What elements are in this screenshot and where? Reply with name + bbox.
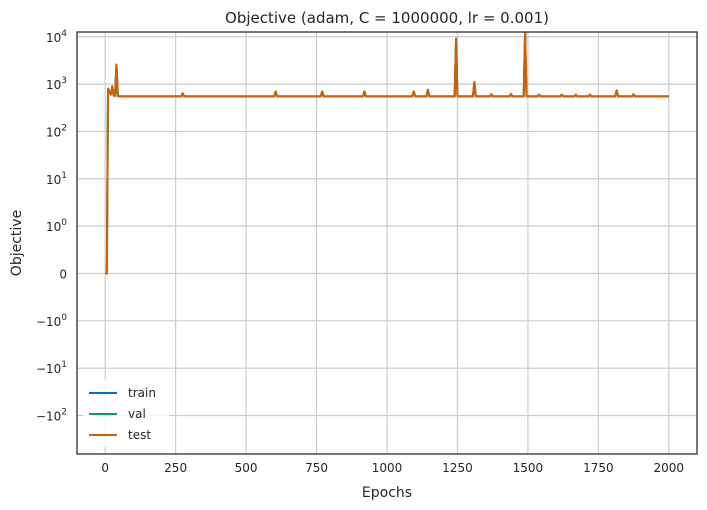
y-tick-exponent: 0: [61, 218, 67, 228]
y-tick-label: 101: [46, 171, 67, 187]
y-tick-label: −101: [36, 360, 67, 376]
y-tick-exponent: 1: [61, 360, 67, 370]
y-tick-base: −10: [36, 410, 61, 424]
grid: [77, 32, 697, 454]
y-tick-exponent: 1: [61, 171, 67, 181]
plot-frame: [76, 31, 698, 455]
y-tick-base: 0: [59, 267, 67, 281]
x-ticks: 0 250 500 750 1000 1250 1500 1750 2000: [101, 461, 684, 475]
y-tick-base: −10: [36, 362, 61, 376]
y-axis-label: Objective: [9, 210, 25, 276]
series-line-test: [105, 32, 669, 275]
y-tick-base: 10: [46, 220, 61, 234]
y-tick-exponent: 0: [61, 313, 67, 323]
x-tick-label: 1750: [583, 461, 614, 475]
legend-label-test: test: [128, 428, 151, 442]
legend-label-val: val: [128, 407, 146, 421]
y-tick-base: 10: [46, 173, 61, 187]
x-tick-label: 250: [164, 461, 187, 475]
legend: train val test: [83, 380, 169, 447]
y-tick-label: −100: [36, 313, 67, 329]
y-tick-label: 0: [59, 267, 67, 281]
y-tick-label: 100: [46, 218, 67, 234]
x-tick-label: 1000: [372, 461, 403, 475]
y-tick-base: 10: [46, 125, 61, 139]
y-tick-base: −10: [36, 315, 61, 329]
x-tick-label: 2000: [654, 461, 685, 475]
x-tick-label: 1250: [442, 461, 473, 475]
y-tick-exponent: 2: [61, 123, 67, 133]
legend-label-train: train: [128, 386, 156, 400]
y-tick-exponent: 3: [61, 76, 67, 86]
legend-box: [83, 380, 169, 447]
y-tick-label: −102: [36, 408, 67, 424]
y-tick-base: 10: [46, 31, 61, 45]
x-tick-label: 0: [101, 461, 109, 475]
y-tick-exponent: 2: [61, 408, 67, 418]
y-tick-base: 10: [46, 78, 61, 92]
y-tick-label: 102: [46, 123, 67, 139]
x-axis-label: Epochs: [362, 485, 412, 501]
y-tick-label: 103: [46, 76, 67, 92]
y-tick-exponent: 4: [61, 29, 67, 39]
x-tick-label: 500: [235, 461, 258, 475]
y-tick-label: 104: [46, 29, 67, 45]
chart-title: Objective (adam, C = 1000000, lr = 0.001…: [225, 9, 549, 27]
x-tick-label: 750: [305, 461, 328, 475]
x-tick-label: 1500: [513, 461, 544, 475]
series-lines: [105, 32, 669, 275]
